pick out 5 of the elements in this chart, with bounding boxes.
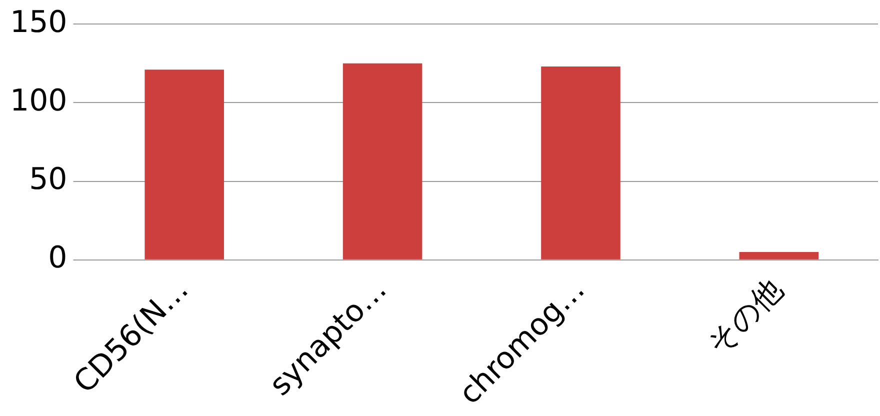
y-tick-label: 150 [10,4,68,40]
y-tick-label: 100 [10,83,68,118]
x-tick-label: その他 [700,272,790,362]
y-tick-label: 50 [29,162,68,198]
y-tick-label: 0 [48,240,68,276]
